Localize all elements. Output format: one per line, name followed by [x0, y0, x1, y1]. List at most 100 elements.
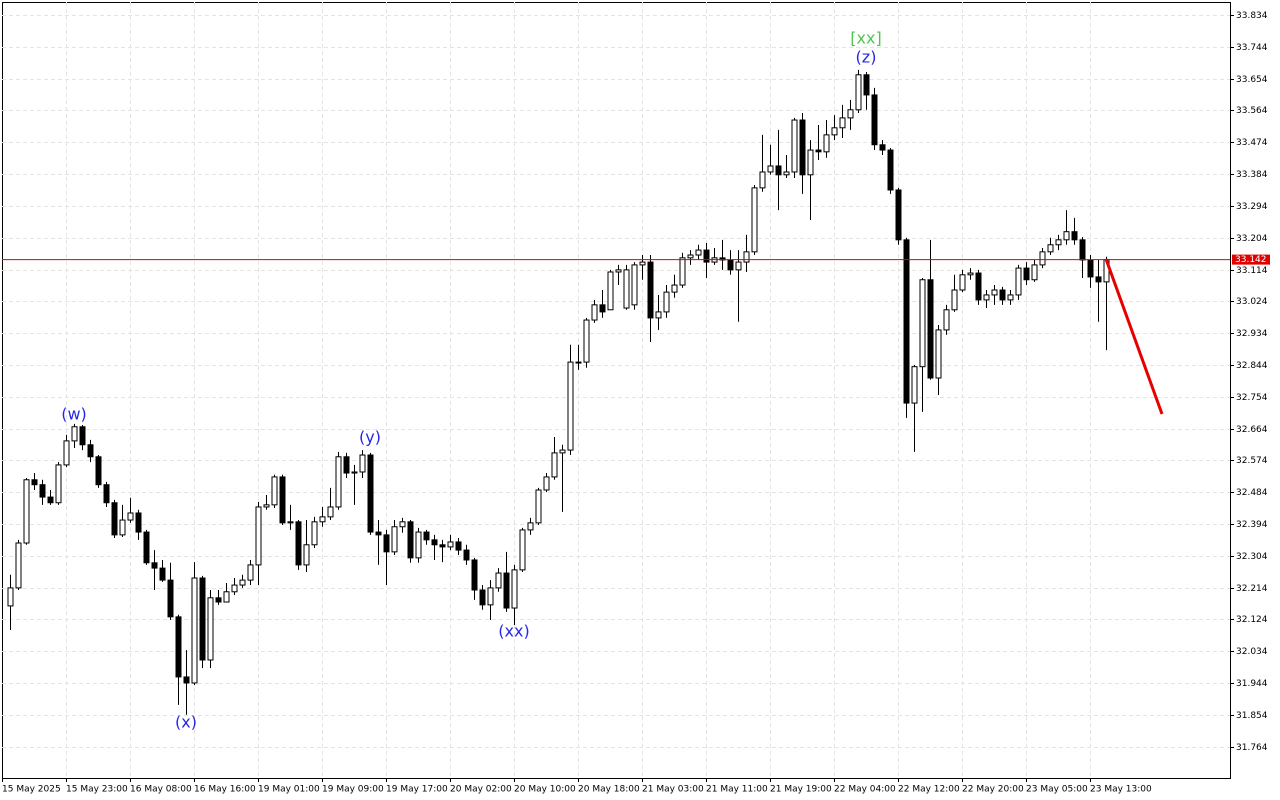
- candle-body: [135, 512, 142, 533]
- candle-body: [407, 521, 414, 559]
- x-tick-label: 21 May 03:00: [642, 785, 704, 795]
- candle-body: [479, 589, 486, 606]
- x-tick-label: 22 May 04:00: [834, 785, 896, 795]
- x-tick-label: 16 May 08:00: [130, 785, 192, 795]
- current-price-box: [1232, 254, 1270, 265]
- candle-body: [663, 291, 670, 313]
- candle-body: [607, 271, 614, 311]
- candle-body: [1071, 231, 1078, 241]
- y-tick-label: 32.214: [1236, 584, 1268, 594]
- candle-body: [71, 426, 78, 442]
- y-tick-label: 32.754: [1236, 393, 1268, 403]
- y-tick-label: 32.574: [1236, 456, 1268, 466]
- candle-body: [951, 289, 958, 311]
- y-tick-label: 31.764: [1236, 743, 1268, 753]
- candle-body: [159, 567, 166, 581]
- candle-body: [623, 269, 630, 309]
- candle-body: [319, 516, 326, 523]
- candle-body: [351, 471, 358, 474]
- x-tick-label: 21 May 19:00: [770, 785, 832, 795]
- candle-body: [79, 426, 86, 446]
- candle-body: [967, 272, 974, 276]
- wave-label: (x): [175, 713, 197, 732]
- candle-body: [631, 264, 638, 306]
- candle-body: [559, 449, 566, 454]
- candle-body: [863, 74, 870, 96]
- x-tick-label: 22 May 20:00: [962, 785, 1024, 795]
- candle-body: [431, 539, 438, 546]
- x-tick-label: 19 May 01:00: [258, 785, 320, 795]
- candle-body: [1087, 259, 1094, 278]
- candle-body: [983, 294, 990, 301]
- candle-body: [1031, 264, 1038, 281]
- candle-body: [767, 165, 774, 173]
- candle-body: [495, 572, 502, 589]
- candle-body: [647, 261, 654, 319]
- candle-body: [871, 94, 878, 146]
- candle-body: [1047, 244, 1054, 253]
- candle-body: [279, 476, 286, 524]
- candle-body: [447, 541, 454, 548]
- candle-body: [439, 544, 446, 548]
- candle-body: [15, 542, 22, 589]
- y-tick-label: 32.844: [1236, 361, 1268, 371]
- candle-body: [359, 454, 366, 473]
- candle-body: [591, 304, 598, 321]
- candle-body: [1023, 267, 1030, 281]
- candle-body: [759, 171, 766, 189]
- candle-body: [735, 261, 742, 271]
- candle-body: [575, 361, 582, 364]
- y-tick-label: 32.304: [1236, 552, 1268, 562]
- candle-body: [151, 562, 158, 569]
- candle-body: [599, 304, 606, 313]
- x-tick-label: 21 May 11:00: [706, 785, 768, 795]
- current-price-label: 33.142: [1235, 255, 1267, 265]
- candle-body: [615, 269, 622, 273]
- candle-body: [567, 361, 574, 451]
- wave-label: (z): [856, 48, 877, 67]
- candle-body: [1015, 267, 1022, 296]
- y-tick-label: 33.474: [1236, 138, 1268, 148]
- y-tick-label: 33.564: [1236, 106, 1268, 116]
- candle-body: [7, 587, 14, 607]
- candle-body: [183, 676, 190, 684]
- candle-body: [583, 319, 590, 363]
- x-tick-label: 20 May 10:00: [514, 785, 576, 795]
- y-tick-label: 32.664: [1236, 425, 1268, 435]
- x-tick-label: 22 May 12:00: [898, 785, 960, 795]
- x-tick-label: 23 May 05:00: [1026, 785, 1088, 795]
- candle-body: [879, 144, 886, 151]
- y-tick-label: 33.024: [1236, 297, 1268, 307]
- y-tick-label: 31.944: [1236, 679, 1268, 689]
- candle-body: [463, 549, 470, 561]
- x-tick-label: 19 May 17:00: [386, 785, 448, 795]
- candle-body: [255, 506, 262, 566]
- candle-body: [95, 456, 102, 486]
- candle-body: [775, 165, 782, 176]
- wave-label: (xx): [498, 622, 529, 641]
- candle-body: [167, 579, 174, 618]
- x-tick-label: 15 May 2025: [2, 785, 61, 795]
- y-tick-label: 33.834: [1236, 11, 1268, 21]
- candle-body: [207, 597, 214, 661]
- candle-body: [935, 329, 942, 379]
- candle-body: [1063, 231, 1070, 241]
- candle-body: [911, 366, 918, 404]
- x-tick-label: 15 May 23:00: [66, 785, 128, 795]
- y-tick-label: 32.934: [1236, 329, 1268, 339]
- candle-body: [959, 274, 966, 291]
- candle-body: [807, 149, 814, 176]
- candle-body: [927, 279, 934, 379]
- candle-body: [311, 521, 318, 546]
- y-tick-label: 33.384: [1236, 170, 1268, 180]
- candle-body: [63, 440, 70, 466]
- candle-body: [303, 544, 310, 566]
- candle-body: [247, 564, 254, 581]
- y-tick-label: 33.114: [1236, 266, 1268, 276]
- candle-body: [215, 597, 222, 603]
- candle-body: [455, 541, 462, 551]
- x-tick-label: 23 May 13:00: [1090, 785, 1152, 795]
- y-tick-label: 33.294: [1236, 202, 1268, 212]
- y-tick-label: 33.654: [1236, 75, 1268, 85]
- candle-body: [743, 251, 750, 263]
